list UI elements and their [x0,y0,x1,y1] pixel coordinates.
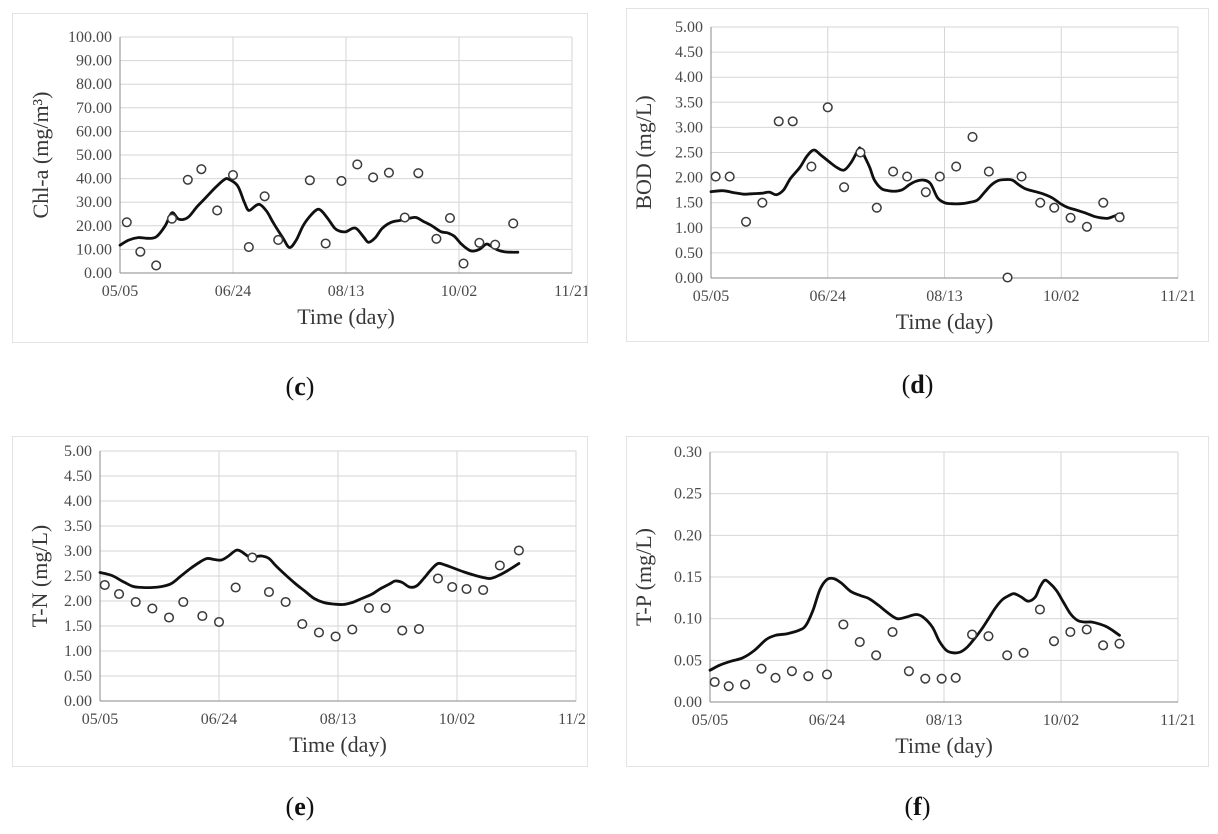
caption-f-letter: f [913,792,922,821]
svg-text:10/02: 10/02 [1043,288,1079,305]
svg-text:0.00: 0.00 [675,270,703,287]
svg-text:0.20: 0.20 [674,527,702,544]
svg-text:08/13: 08/13 [926,288,962,305]
svg-text:Chl-a (mg/m³): Chl-a (mg/m³) [28,92,53,219]
svg-text:2.00: 2.00 [64,593,92,610]
chart-panel-c: 0.00 10.00 20.00 30.00 40.00 50.00 60.00 70.00 8… [12,13,588,343]
svg-text:100.00: 100.00 [68,29,112,46]
caption-e-letter: e [294,792,306,821]
svg-text:T-N (mg/L): T-N (mg/L) [27,525,52,627]
svg-text:0.30: 0.30 [674,444,702,461]
svg-text:0.50: 0.50 [675,245,703,262]
svg-text:70.00: 70.00 [76,100,112,117]
caption-d-letter: d [910,370,925,399]
svg-text:05/05: 05/05 [102,283,138,300]
svg-text:Time (day): Time (day) [896,309,994,334]
caption-d: (d) [626,367,1209,403]
svg-text:Time (day): Time (day) [895,733,993,758]
svg-text:2.50: 2.50 [64,568,92,585]
svg-text:2.50: 2.50 [675,145,703,162]
svg-text:3.50: 3.50 [675,94,703,111]
svg-text:3.00: 3.00 [64,543,92,560]
caption-e-close: ) [305,792,315,821]
svg-text:0.15: 0.15 [674,569,702,586]
svg-text:1.50: 1.50 [675,195,703,212]
svg-text:0.50: 0.50 [64,668,92,685]
svg-text:1.50: 1.50 [64,618,92,635]
svg-text:4.00: 4.00 [64,493,92,510]
chart-e-canvas: 0.00 0.50 1.00 1.50 2.00 2.50 3.00 3.50 4.00 4.50… [27,443,587,757]
svg-text:4.50: 4.50 [675,44,703,61]
svg-text:06/24: 06/24 [810,288,846,305]
chart-panel-d: 0.00 0.50 1.00 1.50 2.00 2.50 3.00 3.50 4.00 4.50… [626,8,1209,342]
svg-text:08/13: 08/13 [926,712,962,729]
svg-text:5.00: 5.00 [675,19,703,36]
svg-text:08/13: 08/13 [320,711,356,728]
svg-text:3.00: 3.00 [675,119,703,136]
svg-text:80.00: 80.00 [76,76,112,93]
svg-text:06/24: 06/24 [809,712,845,729]
chart-f-canvas: 0.00 0.05 0.10 0.15 0.20 0.25 0.30 05/05 06/24 08… [631,444,1196,758]
svg-text:5.00: 5.00 [64,443,92,460]
svg-text:11/21: 11/21 [1160,288,1196,305]
caption-c-letter: c [294,372,306,401]
svg-text:BOD (mg/L): BOD (mg/L) [631,95,656,209]
chart-panel-f: 0.00 0.05 0.10 0.15 0.20 0.25 0.30 05/05 06/24 08… [626,436,1209,767]
svg-text:06/24: 06/24 [215,283,251,300]
svg-text:50.00: 50.00 [76,147,112,164]
svg-text:Time (day): Time (day) [289,732,387,757]
svg-text:1.00: 1.00 [675,220,703,237]
svg-text:0.10: 0.10 [674,611,702,628]
svg-text:0.00: 0.00 [674,694,702,711]
caption-d-open: ( [901,370,911,399]
caption-f: (f) [626,789,1209,825]
svg-text:0.00: 0.00 [84,265,112,282]
svg-text:4.00: 4.00 [675,69,703,86]
caption-f-close: ) [921,792,931,821]
svg-text:11/21: 11/21 [1160,712,1196,729]
svg-text:2.00: 2.00 [675,170,703,187]
svg-text:11/21: 11/21 [554,283,587,300]
chart-d-canvas: 0.00 0.50 1.00 1.50 2.00 2.50 3.00 3.50 4.00 4.50… [631,19,1196,334]
svg-text:10.00: 10.00 [76,241,112,258]
svg-text:20.00: 20.00 [76,218,112,235]
caption-c-open: ( [285,372,295,401]
svg-text:1.00: 1.00 [64,643,92,660]
svg-text:3.50: 3.50 [64,518,92,535]
svg-text:11/21: 11/21 [558,711,587,728]
caption-d-close: ) [924,370,934,399]
caption-f-open: ( [904,792,914,821]
svg-text:08/13: 08/13 [328,283,364,300]
svg-text:05/05: 05/05 [692,712,728,729]
svg-text:T-P (mg/L): T-P (mg/L) [631,528,656,626]
svg-text:06/24: 06/24 [201,711,237,728]
svg-text:90.00: 90.00 [76,53,112,70]
chart-c-canvas: 0.00 10.00 20.00 30.00 40.00 50.00 60.00 70.00 8… [28,29,587,329]
chart-panel-e: 0.00 0.50 1.00 1.50 2.00 2.50 3.00 3.50 4.00 4.50… [12,436,588,767]
caption-e: (e) [12,789,588,825]
caption-c-close: ) [305,372,315,401]
svg-text:0.00: 0.00 [64,693,92,710]
svg-text:05/05: 05/05 [693,288,729,305]
svg-text:10/02: 10/02 [441,283,477,300]
svg-text:10/02: 10/02 [1043,712,1079,729]
svg-text:10/02: 10/02 [439,711,475,728]
svg-text:4.50: 4.50 [64,468,92,485]
svg-text:Time (day): Time (day) [297,304,395,329]
caption-c: (c) [12,369,588,405]
svg-text:05/05: 05/05 [82,711,118,728]
caption-e-open: ( [285,792,295,821]
svg-text:40.00: 40.00 [76,171,112,188]
svg-text:30.00: 30.00 [76,194,112,211]
svg-text:0.25: 0.25 [674,486,702,503]
svg-text:0.05: 0.05 [674,652,702,669]
svg-text:60.00: 60.00 [76,123,112,140]
